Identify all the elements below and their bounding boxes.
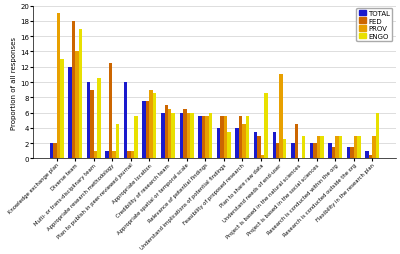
Bar: [90, 90, 94, 159]
Bar: [357, 136, 361, 159]
Bar: [72, 22, 75, 159]
Bar: [258, 136, 261, 159]
Bar: [264, 94, 268, 159]
Bar: [217, 128, 220, 159]
Bar: [75, 52, 79, 159]
Bar: [97, 79, 101, 159]
Bar: [302, 136, 305, 159]
Bar: [291, 144, 294, 159]
Bar: [146, 102, 150, 159]
Bar: [164, 106, 168, 159]
Bar: [320, 136, 324, 159]
Y-axis label: Proportion of all responses: Proportion of all responses: [11, 36, 17, 129]
Bar: [116, 124, 119, 159]
Bar: [239, 117, 242, 159]
Bar: [142, 102, 146, 159]
Bar: [227, 132, 231, 159]
Bar: [276, 144, 280, 159]
Bar: [180, 113, 183, 159]
Bar: [369, 155, 372, 159]
Bar: [109, 64, 112, 159]
Bar: [261, 155, 264, 159]
Bar: [161, 113, 164, 159]
Bar: [347, 147, 350, 159]
Bar: [280, 75, 283, 159]
Bar: [131, 151, 134, 159]
Bar: [190, 113, 194, 159]
Bar: [112, 151, 116, 159]
Bar: [153, 94, 156, 159]
Bar: [339, 136, 342, 159]
Bar: [354, 136, 357, 159]
Bar: [205, 117, 209, 159]
Bar: [254, 132, 258, 159]
Bar: [183, 109, 186, 159]
Bar: [272, 132, 276, 159]
Bar: [317, 136, 320, 159]
Bar: [366, 151, 369, 159]
Bar: [134, 117, 138, 159]
Bar: [310, 144, 313, 159]
Bar: [332, 147, 335, 159]
Bar: [350, 147, 354, 159]
Bar: [224, 117, 227, 159]
Bar: [376, 113, 379, 159]
Bar: [105, 151, 109, 159]
Bar: [235, 128, 239, 159]
Bar: [60, 60, 64, 159]
Bar: [372, 136, 376, 159]
Bar: [53, 144, 56, 159]
Bar: [150, 90, 153, 159]
Legend: TOTAL, FED, PROV, ENGO: TOTAL, FED, PROV, ENGO: [356, 9, 392, 42]
Bar: [294, 124, 298, 159]
Bar: [328, 144, 332, 159]
Bar: [79, 29, 82, 159]
Bar: [56, 14, 60, 159]
Bar: [50, 144, 53, 159]
Bar: [94, 151, 97, 159]
Bar: [198, 117, 202, 159]
Bar: [209, 113, 212, 159]
Bar: [246, 117, 249, 159]
Bar: [168, 109, 172, 159]
Bar: [283, 140, 286, 159]
Bar: [68, 68, 72, 159]
Bar: [202, 117, 205, 159]
Bar: [87, 83, 90, 159]
Bar: [220, 117, 224, 159]
Bar: [242, 124, 246, 159]
Bar: [186, 113, 190, 159]
Bar: [172, 113, 175, 159]
Bar: [313, 144, 317, 159]
Bar: [127, 151, 131, 159]
Bar: [124, 83, 127, 159]
Bar: [335, 136, 339, 159]
